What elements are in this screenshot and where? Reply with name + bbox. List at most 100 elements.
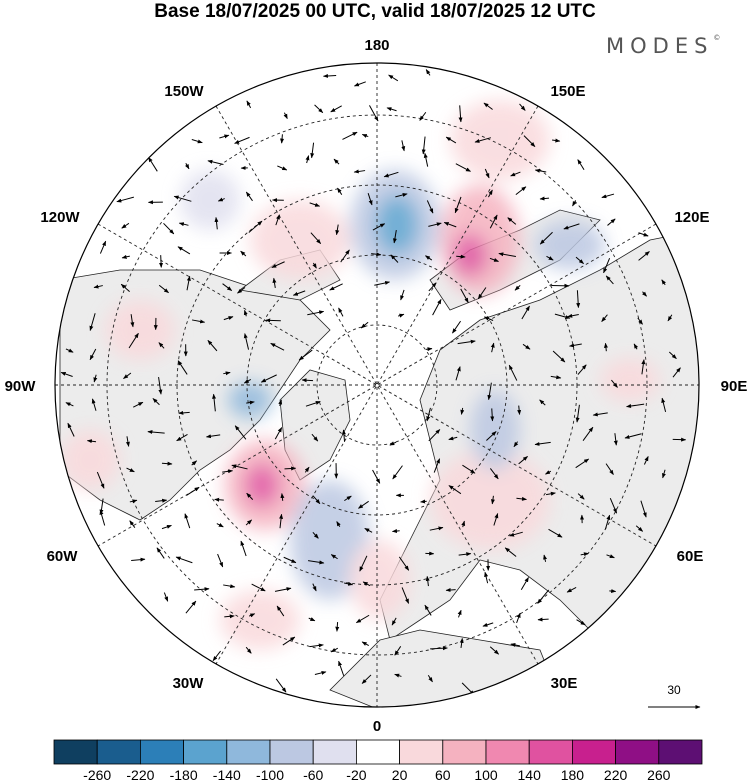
wind-vector [224,614,235,619]
wind-vector [223,584,236,589]
wind-vector [516,612,521,624]
wind-vector [539,231,553,245]
wind-vector [609,497,618,514]
wind-vector [311,433,319,442]
wind-vector [344,495,352,502]
colorbar-tick-label: 220 [604,767,628,783]
wind-vector [576,619,586,626]
wind-vector [577,364,587,375]
wind-vector [308,560,325,565]
wind-vector [372,469,381,484]
colorbar-tick-label: 140 [518,767,542,783]
wind-vector [362,581,371,587]
wind-vector [548,528,563,538]
wind-vector [575,404,580,423]
wind-vector [89,348,97,361]
wind-vector [613,433,618,446]
wind-vector [428,429,441,442]
wind-vector [212,650,221,662]
wind-vector [342,131,358,140]
wind-vector [425,347,433,352]
wind-vector [251,583,266,592]
wind-vector [274,587,292,592]
wind-vector [603,257,611,274]
wind-vector [126,467,135,473]
colorbar-swatch [269,739,314,765]
colorbar-swatch [226,739,271,765]
meridian-label-30e: 30E [551,675,578,692]
wind-vector [307,310,325,316]
wind-vector [308,617,316,622]
wind-vector [222,469,234,474]
wind-vector [275,214,280,226]
wind-vector [509,531,523,537]
meridian-label-0: 0 [373,718,381,735]
wind-vector [432,298,442,316]
wind-vector [484,168,490,179]
wind-vector [510,643,520,647]
colorbar-tick-label: 100 [474,767,498,783]
wind-vector [158,376,163,395]
wind-vector [517,405,522,415]
wind-vector [283,556,297,564]
wind-vector [420,499,427,504]
colorbar-swatch [312,739,357,765]
wind-vector [364,527,373,533]
meridian-labels: 180 150E 120E 90E 60E 30E 0 30W 60W 90W … [5,37,748,735]
wind-vector [159,255,164,268]
wind-vector [640,500,647,518]
wind-vector [462,464,476,474]
wind-vector [191,460,198,466]
wind-vector [245,519,252,526]
wind-vector [304,466,310,473]
wind-vector [185,600,197,614]
wind-vector [520,577,529,590]
wind-vector [234,136,250,144]
wind-vector [275,678,287,693]
wind-vector [245,646,252,654]
reference-vector-label: 30 [667,683,681,697]
wind-vector [487,382,492,401]
wind-vector [340,249,350,263]
wind-vector [278,399,283,407]
wind-vector [60,371,73,377]
colorbar-tick-label: -100 [256,767,284,783]
wind-vector [248,220,263,233]
wind-vector [279,513,284,529]
wind-vector [314,670,327,676]
meridian-label-60e: 60E [677,548,704,565]
wind-vector [207,159,224,165]
wind-vector [283,112,288,120]
wind-vector [360,321,369,329]
colorbar-swatch [615,739,660,765]
wind-vector [301,378,314,383]
wind-vector [638,232,649,237]
wind-vector [272,277,277,289]
wind-vector [207,339,218,352]
wind-vector [314,104,324,114]
colorbar: -260 -220 -180 -140 -100 -60 -20 20 60 100 140 180 2… [53,739,703,783]
wind-vector [216,523,224,528]
wind-vector [310,142,315,159]
wind-vector [395,193,408,198]
wind-vector [353,169,366,174]
colorbar-tick-label: 60 [435,767,451,783]
colorbar-swatch [572,739,617,765]
wind-vector [205,434,221,439]
wind-vector [486,431,497,441]
wind-vector [99,240,107,254]
wind-vector [550,375,562,380]
wind-vector [488,189,493,198]
wind-vector [490,342,495,353]
wind-vector [521,305,530,320]
wind-vector [607,218,616,226]
wind-vector [120,283,130,293]
wind-vector [305,401,321,407]
map-border [54,62,700,708]
wind-vector [335,224,340,236]
meridian-label-120w: 120W [40,209,80,226]
wind-vector [523,135,536,147]
wind-vector [245,191,253,202]
wind-vector [67,422,75,437]
wind-vector [448,436,458,441]
